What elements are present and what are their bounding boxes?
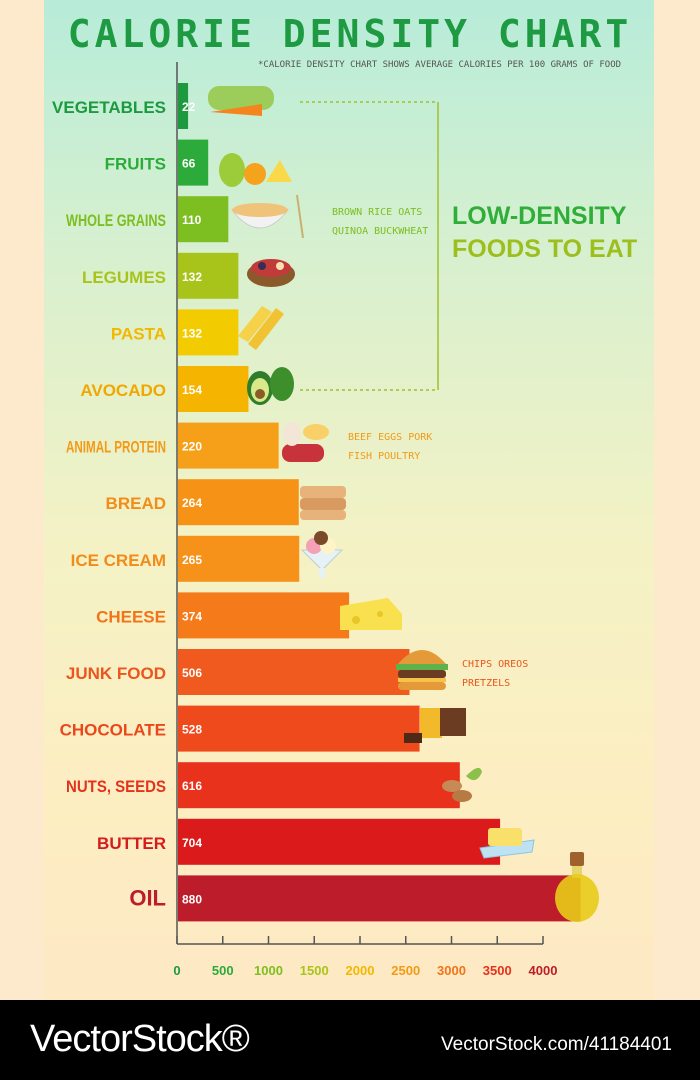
value-label: 528 [182, 723, 202, 737]
burger-icon [396, 650, 448, 690]
value-label: 264 [182, 496, 202, 510]
chart-title: CALORIE DENSITY CHART [67, 12, 633, 56]
animal-protein-icon [282, 422, 329, 462]
whole-grains-icon [230, 194, 304, 239]
cheese-icon [340, 598, 402, 630]
note-junk-line1: CHIPS OREOS [462, 659, 528, 670]
value-label: 265 [182, 553, 202, 567]
value-label: 880 [182, 892, 202, 906]
tick-label: 500 [212, 963, 234, 978]
footer-bar: VectorStock® VectorStock.com/41184401 [0, 1000, 700, 1080]
oil-bottle-icon [555, 852, 599, 922]
bar-ice-cream [178, 535, 300, 582]
bar-vegetables [178, 83, 189, 129]
category-label: BREAD [106, 494, 166, 513]
category-label: WHOLE GRAINS [66, 211, 166, 230]
value-label: 132 [182, 326, 202, 340]
value-label: 132 [182, 270, 202, 284]
x-axis-ticks: 0 500 1000 1500 2000 2500 3000 3500 4000 [173, 936, 557, 978]
value-label: 704 [182, 836, 202, 850]
bar-fruits [178, 139, 209, 186]
category-label: AVOCADO [80, 381, 166, 400]
tick-label: 0 [173, 963, 180, 978]
category-label: JUNK FOOD [66, 664, 166, 683]
low-density-line1: LOW-DENSITY [452, 202, 627, 230]
ice-cream-icon [300, 531, 344, 578]
category-label: VEGETABLES [52, 98, 166, 117]
food-notes: BROWN RICE OATS QUINOA BUCKWHEAT BEEF EG… [332, 207, 528, 689]
footer-brand: VectorStock® [30, 1018, 250, 1060]
bar-nuts-seeds [178, 762, 460, 809]
chart-subtitle: *CALORIE DENSITY CHART SHOWS AVERAGE CAL… [258, 60, 622, 70]
category-label: FRUITS [105, 155, 166, 174]
avocado-icon [247, 367, 294, 405]
tick-label: 2000 [346, 963, 375, 978]
value-label: 110 [182, 213, 202, 227]
fruits-icon [219, 153, 292, 187]
bar-oil [178, 875, 581, 922]
bar-legumes [178, 252, 239, 299]
low-density-bracket [300, 101, 439, 391]
bread-icon [300, 486, 346, 520]
bar-chart: VEGETABLES 22 FRUITS 66 WHOLE GRAINS 110 LEGUM… [52, 62, 599, 978]
bar-whole-grains [178, 196, 229, 243]
vegetables-icon [208, 86, 274, 116]
note-protein-line2: FISH POULTRY [348, 451, 420, 462]
tick-label: 2500 [391, 963, 420, 978]
butter-icon [479, 828, 535, 859]
bar-pasta [178, 309, 239, 356]
bars-group: VEGETABLES 22 FRUITS 66 WHOLE GRAINS 110 LEGUM… [52, 83, 581, 922]
value-label: 154 [182, 383, 202, 397]
bar-chocolate [178, 705, 420, 752]
category-label: BUTTER [97, 834, 166, 853]
chocolate-icon [404, 708, 466, 743]
category-label: LEGUMES [82, 268, 166, 287]
value-label: 22 [182, 100, 196, 114]
pasta-icon [238, 306, 284, 350]
category-label: PASTA [111, 324, 166, 343]
low-density-line2: FOODS TO EAT [452, 235, 638, 263]
category-label: ANIMAL PROTEIN [66, 438, 166, 457]
tick-label: 1500 [300, 963, 329, 978]
legumes-icon [247, 259, 295, 287]
category-label: CHOCOLATE [60, 721, 166, 740]
tick-label: 3000 [437, 963, 466, 978]
tick-label: 4000 [529, 963, 558, 978]
tick-label: 1000 [254, 963, 283, 978]
note-protein-line1: BEEF EGGS PORK [348, 432, 432, 443]
value-label: 374 [182, 609, 202, 623]
bar-avocado [178, 366, 249, 412]
value-label: 220 [182, 440, 202, 454]
bar-bread [178, 479, 299, 526]
note-grains-line1: BROWN RICE OATS [332, 207, 422, 218]
category-label: CHEESE [96, 607, 166, 626]
low-density-label: LOW-DENSITY FOODS TO EAT [452, 200, 652, 266]
bar-junk-food [178, 649, 410, 695]
bar-cheese [178, 592, 350, 639]
food-icons [208, 86, 599, 922]
note-junk-line2: PRETZELS [462, 678, 510, 689]
note-grains-line2: QUINOA BUCKWHEAT [332, 226, 428, 237]
footer-image-id: VectorStock.com/41184401 [441, 1034, 672, 1055]
value-label: 616 [182, 779, 202, 793]
category-label: ICE CREAM [71, 551, 166, 570]
category-label: OIL [129, 885, 166, 910]
nuts-icon [442, 767, 482, 802]
bar-animal-protein [178, 422, 279, 469]
value-label: 506 [182, 666, 202, 680]
category-label: NUTS, SEEDS [66, 777, 166, 796]
tick-label: 3500 [483, 963, 512, 978]
value-label: 66 [182, 157, 196, 171]
bar-butter [178, 818, 501, 865]
